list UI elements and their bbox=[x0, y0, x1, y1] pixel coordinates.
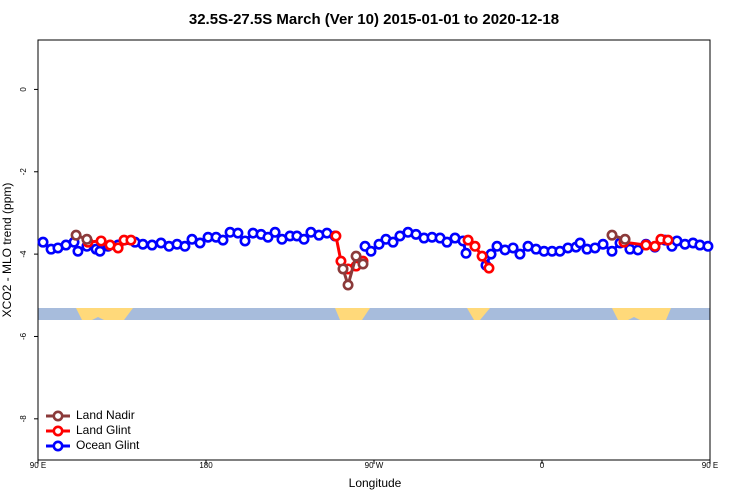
data-point bbox=[70, 229, 82, 241]
data-point bbox=[217, 234, 229, 246]
legend-marker bbox=[52, 440, 64, 452]
data-point bbox=[649, 240, 661, 252]
y-axis-label: XCO2 - MLO trend (ppm) bbox=[0, 183, 14, 318]
data-point bbox=[462, 234, 474, 246]
data-point bbox=[269, 226, 281, 238]
x-tick-label: 180 bbox=[199, 461, 213, 470]
legend-label: Land Glint bbox=[76, 423, 131, 437]
surface-strip bbox=[38, 308, 710, 320]
data-point bbox=[72, 245, 84, 257]
data-point bbox=[262, 231, 274, 243]
data-point bbox=[387, 236, 399, 248]
data-point bbox=[94, 245, 106, 257]
data-point bbox=[606, 229, 618, 241]
data-point bbox=[137, 238, 149, 250]
data-point bbox=[125, 234, 137, 246]
data-point bbox=[112, 242, 124, 254]
data-point bbox=[632, 244, 644, 256]
data-point bbox=[640, 239, 652, 251]
x-tick-label: 90 E bbox=[30, 461, 46, 470]
x-tick-label: 90 E bbox=[702, 461, 718, 470]
data-point bbox=[514, 248, 526, 260]
data-point bbox=[619, 233, 631, 245]
data-point bbox=[239, 235, 251, 247]
data-point bbox=[337, 263, 349, 275]
y-tick-label: -6 bbox=[19, 332, 28, 340]
y-tick-label: -4 bbox=[19, 250, 28, 258]
data-point bbox=[146, 239, 158, 251]
data-point bbox=[507, 242, 519, 254]
data-point bbox=[194, 237, 206, 249]
data-point bbox=[95, 235, 107, 247]
x-axis-label: Longitude bbox=[349, 476, 402, 490]
data-point bbox=[485, 248, 497, 260]
data-point bbox=[232, 227, 244, 239]
data-point bbox=[373, 238, 385, 250]
data-point bbox=[662, 234, 674, 246]
x-tick-label: 0 bbox=[540, 461, 545, 470]
y-tick-label: 0 bbox=[19, 87, 28, 92]
data-point bbox=[37, 236, 49, 248]
data-point bbox=[342, 279, 354, 291]
data-point bbox=[483, 262, 495, 274]
data-point bbox=[441, 236, 453, 248]
chart-title: 32.5S-27.5S March (Ver 10) 2015-01-01 to… bbox=[189, 11, 559, 28]
data-point bbox=[702, 240, 714, 252]
data-point bbox=[179, 240, 191, 252]
data-point bbox=[597, 238, 609, 250]
data-point bbox=[81, 233, 93, 245]
data-point bbox=[606, 245, 618, 257]
legend-label: Ocean Glint bbox=[76, 438, 140, 452]
data-point bbox=[330, 230, 342, 242]
legend-marker bbox=[52, 425, 64, 437]
data-point bbox=[298, 233, 310, 245]
y-tick-label: -2 bbox=[19, 168, 28, 176]
data-point bbox=[350, 250, 362, 262]
data-point bbox=[365, 245, 377, 257]
legend-label: Land Nadir bbox=[76, 408, 135, 422]
data-point bbox=[460, 247, 472, 259]
data-point bbox=[357, 258, 369, 270]
data-point bbox=[574, 237, 586, 249]
legend-marker bbox=[52, 410, 64, 422]
data-point bbox=[469, 240, 481, 252]
data-point bbox=[476, 250, 488, 262]
y-tick-label: -8 bbox=[19, 415, 28, 423]
x-tick-label: 90 W bbox=[365, 461, 384, 470]
